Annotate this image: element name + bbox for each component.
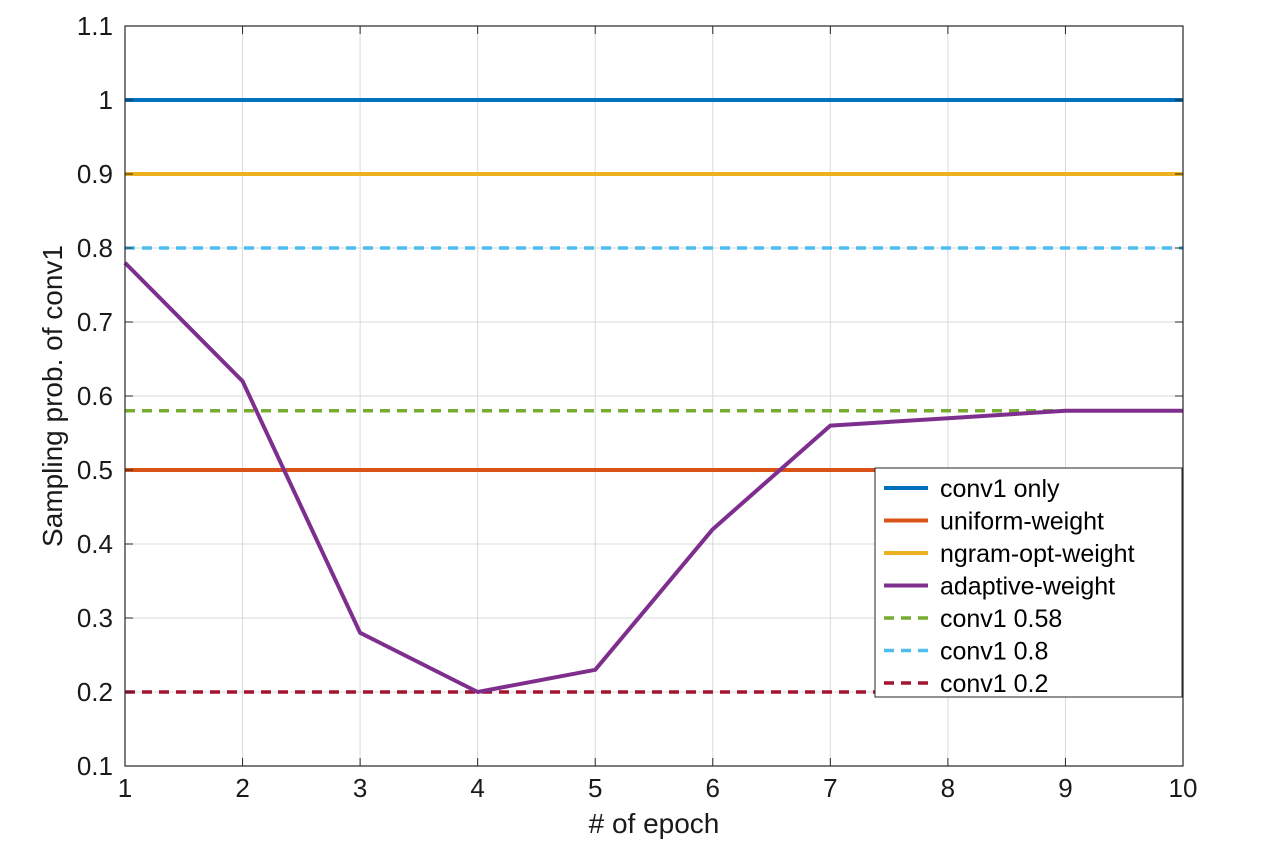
x-tick-label: 3 bbox=[353, 773, 367, 803]
legend-label: conv1 0.8 bbox=[940, 638, 1048, 666]
y-axis-ticks: 0.1 0.2 0.3 0.4 0.5 0.6 0.7 0.8 0.9 1 1.1 bbox=[77, 11, 1183, 781]
y-tick-label: 0.2 bbox=[77, 677, 113, 707]
legend-label: adaptive-weight bbox=[940, 573, 1115, 601]
x-axis-title: # of epoch bbox=[589, 808, 720, 839]
legend-label: ngram-opt-weight bbox=[940, 540, 1135, 568]
x-tick-label: 10 bbox=[1169, 773, 1198, 803]
y-tick-label: 0.9 bbox=[77, 159, 113, 189]
x-tick-label: 8 bbox=[941, 773, 955, 803]
series-line-adaptive-weight bbox=[123, 261, 1183, 694]
y-tick-label: 0.5 bbox=[77, 455, 113, 485]
x-tick-label: 9 bbox=[1058, 773, 1072, 803]
x-axis-ticks: 1 2 3 4 5 6 7 8 9 10 bbox=[118, 26, 1198, 803]
legend-box bbox=[874, 467, 1183, 698]
y-axis-title: Sampling prob. of conv1 bbox=[37, 245, 68, 547]
y-tick-label: 1.1 bbox=[77, 11, 113, 41]
legend-label: conv1 0.58 bbox=[940, 605, 1062, 633]
y-tick-label: 0.4 bbox=[77, 529, 113, 559]
x-tick-label: 1 bbox=[118, 773, 132, 803]
y-tick-label: 0.8 bbox=[77, 233, 113, 263]
y-tick-label: 0.1 bbox=[77, 751, 113, 781]
y-tick-label: 0.7 bbox=[77, 307, 113, 337]
legend-label: conv1 only bbox=[940, 475, 1060, 503]
x-tick-label: 6 bbox=[706, 773, 720, 803]
x-tick-label: 5 bbox=[588, 773, 602, 803]
legend-label: conv1 0.2 bbox=[940, 670, 1048, 698]
legend-label: uniform-weight bbox=[940, 508, 1104, 536]
y-tick-label: 1 bbox=[99, 85, 113, 115]
x-tick-label: 4 bbox=[470, 773, 484, 803]
y-tick-label: 0.3 bbox=[77, 603, 113, 633]
y-tick-label: 0.6 bbox=[77, 381, 113, 411]
x-tick-label: 2 bbox=[235, 773, 249, 803]
series-layer bbox=[123, 98, 1183, 694]
legend: conv1 only uniform-weight ngram-opt-weight… bbox=[874, 467, 1183, 698]
x-tick-label: 7 bbox=[823, 773, 837, 803]
